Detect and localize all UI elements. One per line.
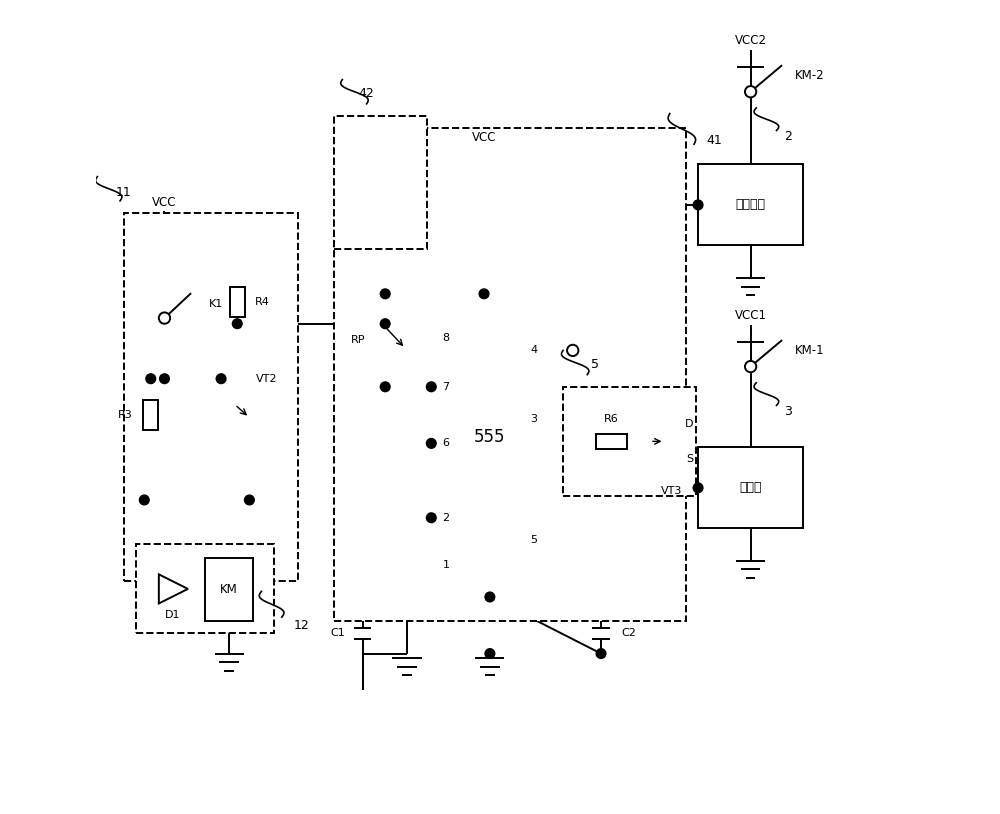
Text: VCC2: VCC2 xyxy=(735,34,767,47)
Circle shape xyxy=(745,86,756,98)
Text: 42: 42 xyxy=(359,87,374,100)
Bar xyxy=(698,164,803,245)
Text: K1: K1 xyxy=(209,299,223,309)
Text: VCC: VCC xyxy=(472,131,496,144)
Text: RP: RP xyxy=(350,335,365,345)
Text: D: D xyxy=(685,418,694,429)
Circle shape xyxy=(232,319,242,329)
Text: 3: 3 xyxy=(530,414,537,424)
Text: VCC: VCC xyxy=(152,196,177,209)
Text: 5: 5 xyxy=(591,357,599,370)
Circle shape xyxy=(245,495,254,505)
Circle shape xyxy=(380,319,390,329)
Circle shape xyxy=(479,289,489,299)
Text: 1: 1 xyxy=(442,560,449,570)
Circle shape xyxy=(567,345,578,356)
Text: 555: 555 xyxy=(474,428,506,446)
Bar xyxy=(136,545,274,633)
Circle shape xyxy=(485,649,495,659)
Text: S: S xyxy=(686,454,693,464)
Text: R3: R3 xyxy=(118,410,133,420)
Circle shape xyxy=(139,495,149,505)
Bar xyxy=(334,128,686,621)
Circle shape xyxy=(160,374,169,383)
Circle shape xyxy=(596,649,606,659)
Circle shape xyxy=(485,592,495,602)
Circle shape xyxy=(216,374,226,383)
Circle shape xyxy=(693,200,703,210)
Bar xyxy=(698,448,803,528)
Bar xyxy=(334,116,427,249)
Text: C2: C2 xyxy=(621,628,636,638)
Text: 11: 11 xyxy=(116,186,132,199)
Text: 12: 12 xyxy=(294,619,310,632)
Text: 3: 3 xyxy=(785,405,792,418)
Text: 外部设备: 外部设备 xyxy=(736,199,766,212)
Text: VT2: VT2 xyxy=(256,374,277,383)
Text: KM-1: KM-1 xyxy=(795,344,825,357)
Text: 7: 7 xyxy=(442,382,449,392)
Circle shape xyxy=(380,382,390,392)
Text: KM-2: KM-2 xyxy=(795,69,825,82)
Circle shape xyxy=(426,439,436,449)
Text: 分析机: 分析机 xyxy=(739,481,762,494)
Bar xyxy=(431,302,549,589)
Text: R4: R4 xyxy=(255,297,270,307)
Bar xyxy=(230,287,245,317)
Text: R6: R6 xyxy=(604,414,619,424)
Circle shape xyxy=(159,313,170,324)
Circle shape xyxy=(426,513,436,523)
Text: C1: C1 xyxy=(330,628,345,638)
Bar xyxy=(205,558,253,621)
Bar xyxy=(143,400,158,431)
Text: 6: 6 xyxy=(442,439,449,449)
Circle shape xyxy=(426,382,436,392)
Text: VT3: VT3 xyxy=(661,487,682,497)
Circle shape xyxy=(146,374,156,383)
Polygon shape xyxy=(159,575,188,603)
Bar xyxy=(563,387,696,496)
Text: 8: 8 xyxy=(442,333,449,344)
Text: D1: D1 xyxy=(165,610,180,619)
Bar xyxy=(596,434,627,449)
Text: KM: KM xyxy=(220,583,238,596)
Circle shape xyxy=(380,289,390,299)
Text: VCC1: VCC1 xyxy=(735,309,767,322)
Bar xyxy=(376,319,394,361)
Circle shape xyxy=(693,483,703,492)
Text: 4: 4 xyxy=(530,345,538,356)
Bar xyxy=(124,213,298,581)
Text: 2: 2 xyxy=(785,129,792,142)
Circle shape xyxy=(745,361,756,372)
Text: 5: 5 xyxy=(530,536,537,545)
Text: 2: 2 xyxy=(442,513,449,523)
Text: 41: 41 xyxy=(706,133,722,147)
